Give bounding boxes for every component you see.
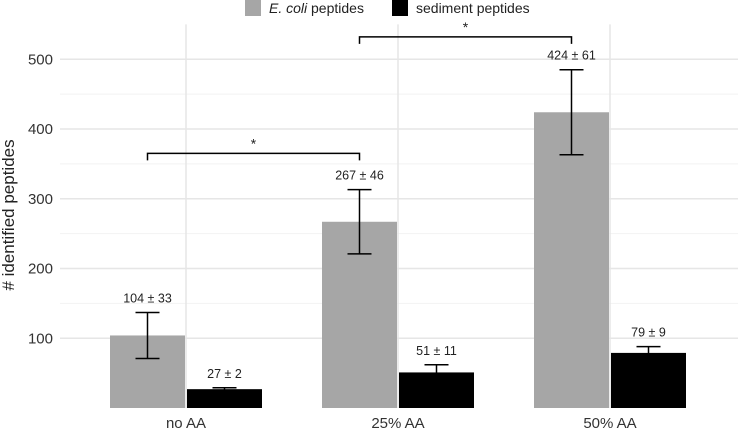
significance-bracket: * [358,19,573,44]
x-category-label: no AA [166,415,206,430]
y-tick-label: 200 [28,261,53,278]
error-bar [636,345,661,360]
y-tick-label: 500 [28,51,53,68]
data-label: 104 ± 33 [123,291,172,305]
bar-ecoli-2 [534,112,609,408]
y-tick-label: 100 [28,330,53,347]
error-bar [135,311,160,360]
significance-bracket: * [146,135,361,161]
error-bar [212,387,237,392]
legend-swatch-sediment [392,0,408,16]
x-category-label: 50% AA [583,415,636,430]
y-axis-ticks: 100 200 300 400 500 [28,51,53,347]
significance-marker: * [251,135,257,151]
bars [110,112,686,408]
error-bar [424,364,449,381]
bar-sediment-2 [611,352,686,408]
significance-brackets: ** [146,19,573,161]
error-bars [135,68,661,392]
y-tick-label: 300 [28,191,53,208]
data-label: 267 ± 46 [335,169,384,183]
legend: E. coli peptides sediment peptides [245,0,530,16]
grid-lines [60,24,738,408]
bracket-line [358,36,573,44]
x-category-label: 25% AA [371,415,424,430]
y-axis-label: # identified peptides [0,139,18,290]
y-tick-label: 400 [28,121,53,138]
data-labels: 104 ± 33 267 ± 46 424 ± 61 27 ± 2 51 ± 11 79 … [123,49,666,381]
bar-sediment-0 [187,389,262,408]
legend-label-ecoli: E. coli peptides [269,0,364,16]
data-label: 51 ± 11 [416,344,457,358]
data-label: 79 ± 9 [631,326,666,340]
data-label: 424 ± 61 [547,49,596,63]
bracket-line [146,152,361,161]
x-axis-categories: no AA 25% AA 50% AA [166,415,637,430]
data-label: 27 ± 2 [207,367,242,381]
legend-swatch-ecoli [245,0,261,16]
error-bar [559,68,584,156]
legend-label-sediment: sediment peptides [416,0,530,16]
significance-marker: * [463,19,469,35]
error-bar [347,188,372,255]
